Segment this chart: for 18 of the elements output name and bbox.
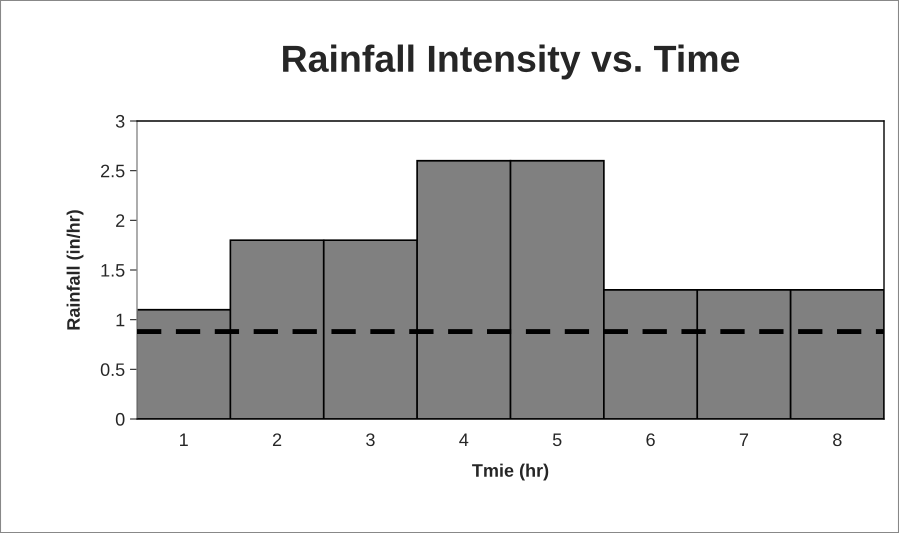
x-tick-label: 7 (740, 434, 748, 446)
y-tick-label: 0.5 (100, 363, 124, 376)
y-tick-label: 2.5 (101, 164, 124, 178)
x-tick-label: 2 (272, 433, 282, 446)
x-axis-title: Tmie (hr) (472, 464, 548, 480)
y-tick-label: 0 (116, 412, 124, 426)
x-tick-label: 3 (366, 433, 375, 446)
x-tick-label: 1 (180, 434, 188, 446)
y-tick-label: 2 (116, 214, 124, 227)
y-tick-label: 1 (116, 314, 124, 326)
x-tick-label: 8 (833, 433, 842, 446)
x-tick-label: 4 (459, 434, 468, 446)
x-tick-label: 5 (552, 434, 562, 446)
y-tick-label: 1.5 (101, 264, 124, 277)
chart-title: Rainfall Intensity vs. Time (283, 44, 740, 80)
x-tick-label: 6 (646, 433, 655, 446)
y-axis-title: Rainfall (in/hr) (66, 210, 84, 330)
y-tick-label: 3 (116, 114, 124, 128)
